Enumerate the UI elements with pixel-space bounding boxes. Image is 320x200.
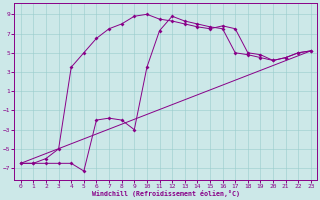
X-axis label: Windchill (Refroidissement éolien,°C): Windchill (Refroidissement éolien,°C) (92, 190, 240, 197)
